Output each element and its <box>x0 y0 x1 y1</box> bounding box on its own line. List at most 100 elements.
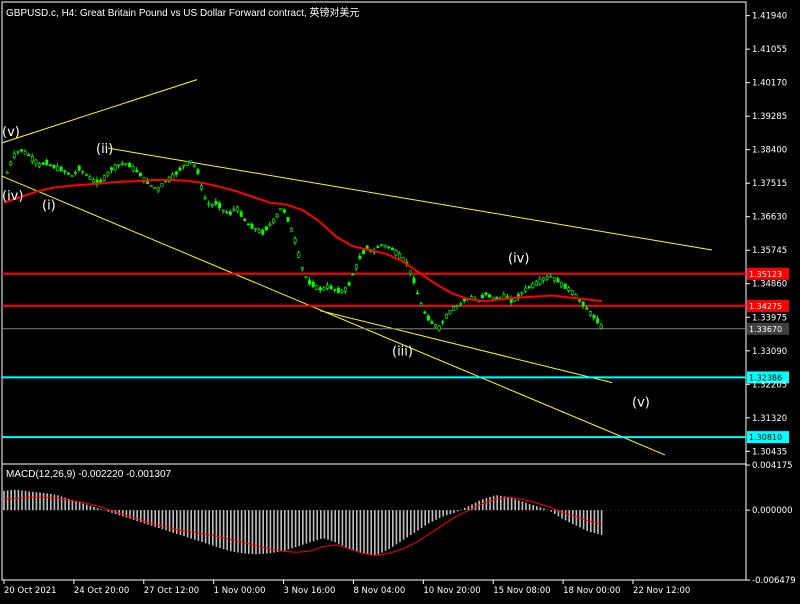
candle-body <box>347 282 351 286</box>
candle-body <box>293 238 297 243</box>
candle-body <box>56 166 60 171</box>
macd-tick-label: 0.004175 <box>752 461 793 471</box>
time-tick-label: 20 Oct 2021 <box>4 586 57 596</box>
candle-body <box>326 284 330 289</box>
candle-body <box>542 277 546 281</box>
candle-body <box>531 283 535 288</box>
price-axis[interactable]: 1.41940 1.41055 1.40170 1.39285 1.38400 1.375… <box>746 12 787 458</box>
candle-body <box>243 218 247 221</box>
candle-body <box>254 228 258 230</box>
candle-body <box>351 273 355 276</box>
candle-body <box>196 169 200 174</box>
candle-body <box>329 285 333 290</box>
candle-body <box>383 244 387 248</box>
resistance-line-2-tag <box>747 299 789 312</box>
chart-title: GBPUSD.c, H4: Great Britain Pound vs US … <box>6 8 360 19</box>
candle-body <box>426 315 430 321</box>
candle-body <box>581 301 585 307</box>
price-tick-label: 1.41940 <box>752 12 787 22</box>
time-tick-label: 18 Nov 00:00 <box>563 586 620 596</box>
candle-body <box>63 170 67 173</box>
candle-body <box>552 276 556 282</box>
candle-body <box>275 214 279 218</box>
macd-title: MACD(12,26,9) -0.002220 -0.001307 <box>6 469 172 480</box>
candle-body <box>488 294 492 298</box>
candle-body <box>441 321 445 323</box>
candle-body <box>99 179 103 183</box>
time-axis[interactable]: 20 Oct 2021 24 Oct 20:00 27 Oct 12:00 1 Nov… <box>3 580 690 596</box>
candle-body <box>279 208 283 211</box>
candle-body <box>236 206 240 212</box>
wave-label-2: (iv) <box>2 189 23 204</box>
candle-body <box>84 174 88 176</box>
candle-body <box>225 211 229 214</box>
candle-body <box>462 299 466 302</box>
horizontal-levels[interactable]: 1.35123 1.34275 1.33670 1.32386 1.30810 <box>2 267 789 444</box>
price-tick-label: 1.32205 <box>752 380 787 390</box>
candle-body <box>394 249 398 256</box>
candle-body <box>362 250 366 255</box>
candle-body <box>272 218 276 224</box>
candle-body <box>207 203 211 206</box>
moving-average-polyline <box>3 179 603 303</box>
candle-body <box>23 151 27 155</box>
time-tick-label: 15 Nov 08:00 <box>493 586 550 596</box>
candle-body <box>412 277 416 284</box>
moving-average-line <box>3 179 603 303</box>
candle-body <box>34 159 38 165</box>
candle-body <box>261 230 265 235</box>
candle-body <box>182 164 186 167</box>
wave-label-6: (iii) <box>392 344 413 359</box>
wave-label-1: (v) <box>2 125 20 140</box>
candle-body <box>74 172 78 174</box>
time-tick-label: 3 Nov 16:00 <box>284 586 336 596</box>
macd-signal-line <box>3 496 603 557</box>
candle-body <box>560 281 564 288</box>
candle-body <box>311 281 315 287</box>
candle-body <box>120 163 124 165</box>
candle-body <box>5 172 9 174</box>
candle-body <box>567 287 571 291</box>
trend-line-4 <box>319 310 613 384</box>
candle-body <box>66 172 70 175</box>
trend-lines[interactable] <box>1 79 713 456</box>
candle-body <box>218 202 222 209</box>
candle-body <box>70 175 74 177</box>
candle-body <box>88 176 92 180</box>
candle-body <box>408 270 412 275</box>
candle-body <box>174 171 178 175</box>
current-price-line-tag <box>747 322 789 335</box>
candle-body <box>268 223 272 226</box>
candle-body <box>203 197 207 200</box>
trend-line-3 <box>1 175 666 456</box>
candle-body <box>286 217 290 222</box>
time-tick-label: 22 Nov 12:00 <box>633 586 690 596</box>
candle-body <box>77 165 81 171</box>
current-price-line-price-label: 1.33670 <box>749 325 782 334</box>
candle-body <box>59 166 63 172</box>
candle-body <box>459 303 463 305</box>
price-tick-label: 1.40170 <box>752 79 787 89</box>
candle-body <box>12 152 16 158</box>
candle-body <box>92 179 96 183</box>
candle-body <box>434 324 438 328</box>
price-tick-label: 1.38400 <box>752 146 787 156</box>
candle-body <box>549 275 553 278</box>
candle-body <box>437 325 441 331</box>
support-line-1-price-label: 1.32386 <box>749 373 782 382</box>
candle-body <box>423 311 427 314</box>
time-tick-label: 24 Oct 20:00 <box>74 586 129 596</box>
candle-body <box>41 162 45 165</box>
candle-body <box>491 296 495 300</box>
resistance-line-1-price-label: 1.35123 <box>749 270 782 279</box>
price-tick-label: 1.41055 <box>752 45 787 55</box>
candle-body <box>570 290 574 295</box>
candle-body <box>48 164 52 167</box>
candle-body <box>308 280 312 285</box>
candle-body <box>160 183 164 188</box>
candle-body <box>419 303 423 306</box>
wave-label-4: (i) <box>42 199 56 214</box>
macd-tick-label: 0.000000 <box>752 506 793 516</box>
